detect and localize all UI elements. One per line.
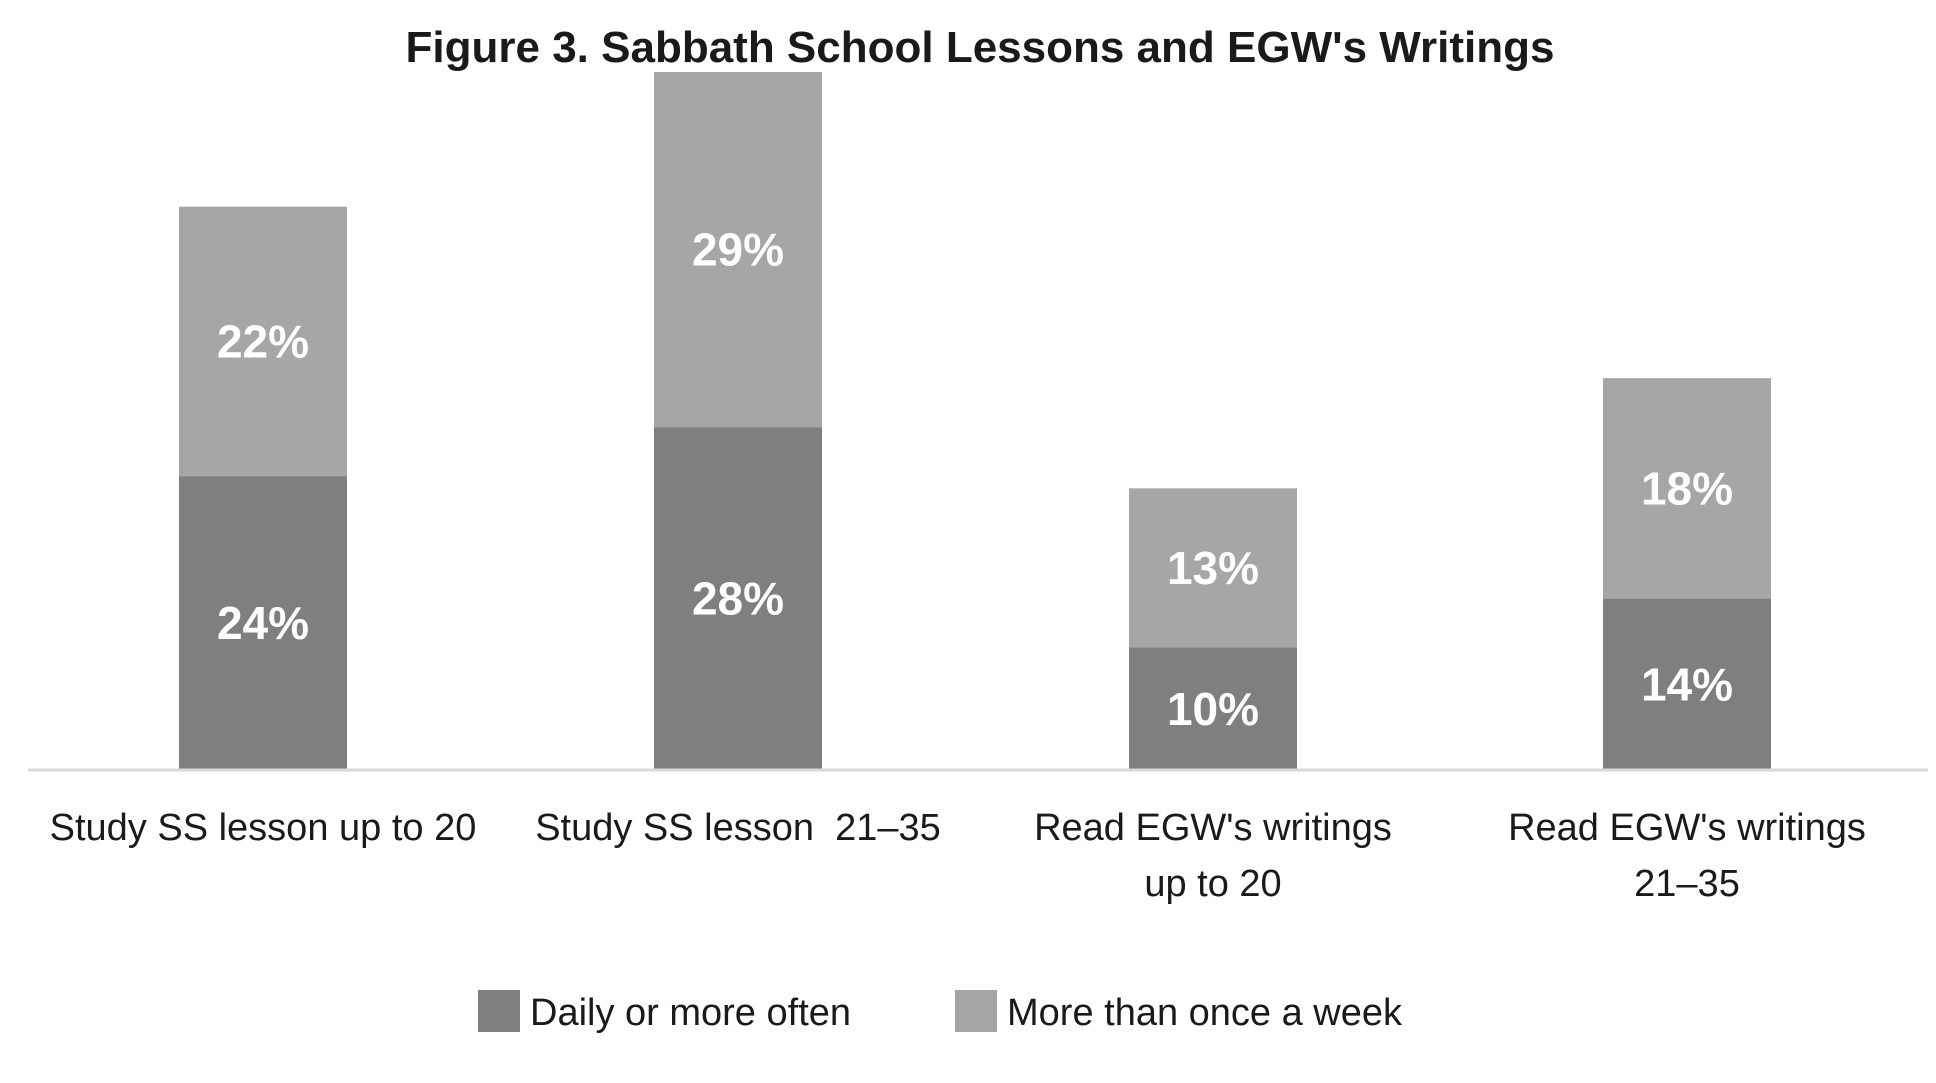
bar-segment [1129,488,1297,648]
legend-label: More than once a week [1007,992,1403,1034]
bar-segment [1603,378,1771,599]
data-label: 10% [1167,683,1259,735]
bar-segment [179,206,347,477]
bar-segment [179,476,347,770]
data-label: 29% [692,224,784,276]
category-labels: Study SS lesson up to 20 Study SS lesson … [50,807,1866,905]
data-label: 14% [1641,658,1733,710]
data-label: 18% [1641,462,1733,514]
bar-segment [654,427,822,770]
data-label: 24% [217,597,309,649]
bar-segment [654,72,822,428]
legend-label: Daily or more often [530,992,851,1034]
data-label: 13% [1167,542,1259,594]
chart-title: Figure 3. Sabbath School Lessons and EGW… [406,23,1555,72]
category-label: Read EGW's writings [1034,807,1392,849]
bar-segment [1603,598,1771,770]
bar-segment [1129,647,1297,770]
category-label: Study SS lesson 21–35 [535,807,941,849]
category-label: 21–35 [1634,863,1740,905]
data-label: 28% [692,573,784,625]
legend-swatch [478,990,520,1032]
category-label: up to 20 [1144,863,1281,905]
category-label: Study SS lesson up to 20 [50,807,477,849]
legend: Daily or more often More than once a week [478,990,1403,1034]
legend-swatch [955,990,997,1032]
bars-layer: 24% 22% 28% 29% 10% 13% 14% 18% [179,72,1771,770]
category-label: Read EGW's writings [1508,807,1866,849]
data-label: 22% [217,315,309,367]
